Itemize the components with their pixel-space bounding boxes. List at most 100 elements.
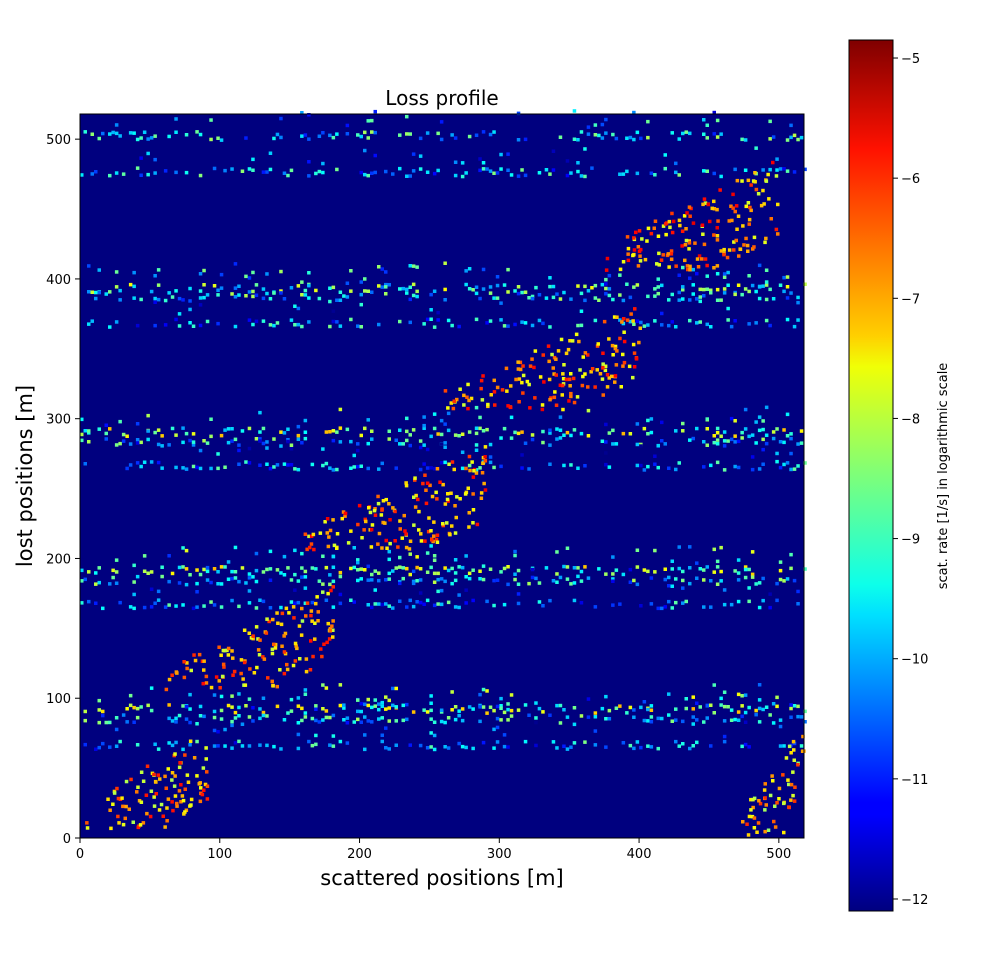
heatmap-cell [167, 291, 171, 295]
heatmap-cell [261, 296, 266, 301]
heatmap-cell [504, 366, 509, 371]
heatmap-cell [756, 821, 761, 825]
heatmap-cell [415, 265, 419, 269]
heatmap-cell [418, 167, 423, 171]
heatmap-cell [384, 285, 388, 289]
heatmap-cell [541, 429, 545, 434]
heatmap-cell [754, 712, 758, 717]
heatmap-cell [613, 346, 618, 351]
heatmap-cell [175, 801, 179, 806]
heatmap-cell [404, 545, 409, 550]
heatmap-cell [115, 786, 119, 791]
heatmap-cell [363, 702, 367, 706]
heatmap-cell [261, 599, 266, 604]
heatmap-cell [325, 640, 329, 645]
heatmap-cell [775, 427, 779, 431]
heatmap-cell [556, 349, 561, 353]
heatmap-cell [467, 430, 472, 434]
heatmap-cell [685, 211, 689, 215]
heatmap-cell [574, 332, 579, 337]
heatmap-cell [736, 599, 741, 604]
heatmap-cell [453, 160, 458, 164]
heatmap-cell [681, 288, 685, 292]
heatmap-cell [205, 797, 210, 801]
heatmap-cell [338, 324, 343, 328]
heatmap-cell [457, 605, 461, 610]
heatmap-cell [530, 357, 534, 361]
heatmap-cell [139, 705, 143, 709]
heatmap-cell [663, 442, 667, 446]
heatmap-cell [778, 718, 783, 722]
heatmap-cell [740, 744, 744, 749]
heatmap-cell [499, 696, 503, 701]
heatmap-cell [282, 671, 287, 676]
heatmap-cell [188, 299, 192, 303]
heatmap-cell [600, 377, 605, 381]
heatmap-cell [408, 433, 412, 437]
heatmap-cell [370, 605, 374, 610]
heatmap-cell [188, 692, 192, 697]
heatmap-cell [298, 657, 302, 661]
heatmap-cell [754, 708, 758, 713]
heatmap-cell [443, 422, 447, 426]
heatmap-cell [205, 293, 210, 297]
heatmap-cell [139, 464, 143, 469]
heatmap-cell [177, 789, 182, 793]
heatmap-cell [87, 290, 91, 294]
heatmap-cell [321, 131, 325, 135]
heatmap-cell [387, 577, 391, 581]
heatmap-cell [439, 432, 444, 437]
heatmap-cell [548, 431, 552, 435]
heatmap-cell [247, 167, 252, 171]
heatmap-cell [777, 786, 782, 791]
heatmap-cell [775, 598, 779, 603]
heatmap-cell [342, 718, 346, 722]
heatmap-cell [324, 715, 329, 720]
heatmap-cell [153, 171, 157, 175]
heatmap-cell [239, 671, 243, 676]
heatmap-cell [579, 291, 584, 296]
heatmap-cell [453, 705, 458, 709]
heatmap-cell [695, 321, 699, 325]
heatmap-cell [204, 674, 209, 679]
heatmap-cell [198, 303, 203, 307]
heatmap-cell [705, 716, 709, 720]
heatmap-cell [233, 716, 238, 720]
heatmap-cell [684, 130, 688, 134]
heatmap-cell [177, 565, 182, 570]
heatmap-cell [132, 580, 136, 584]
heatmap-cell [212, 603, 217, 607]
heatmap-cell [789, 782, 794, 787]
heatmap-cell [600, 282, 605, 287]
heatmap-cell [135, 461, 140, 465]
heatmap-cell [590, 286, 594, 290]
heatmap-cell [642, 426, 647, 431]
heatmap-cell [593, 283, 598, 288]
heatmap-cell [307, 283, 311, 288]
heatmap-cell [558, 415, 563, 419]
heatmap-cell [363, 568, 367, 572]
heatmap-cell [558, 703, 563, 708]
heatmap-cell [189, 797, 194, 802]
heatmap-cell [230, 439, 234, 443]
heatmap-cell [586, 132, 591, 136]
heatmap-cell [139, 770, 144, 774]
heatmap-cell [474, 448, 479, 452]
heatmap-cell [303, 569, 308, 574]
heatmap-cell [90, 132, 94, 136]
heatmap-cell [562, 564, 566, 569]
heatmap-cell [604, 717, 608, 721]
heatmap-cell [642, 324, 647, 328]
heatmap-cell [613, 380, 617, 384]
heatmap-cell [565, 565, 570, 569]
heatmap-cell [142, 130, 147, 134]
heatmap-cell [247, 697, 252, 701]
heatmap-cell [87, 440, 91, 444]
heatmap-cell [635, 283, 640, 287]
heatmap-cell [537, 600, 542, 604]
heatmap-cell [352, 453, 356, 458]
heatmap-cell [331, 565, 336, 569]
heatmap-cell [85, 826, 90, 830]
heatmap-cell [317, 296, 322, 301]
heatmap-cell [170, 778, 174, 782]
